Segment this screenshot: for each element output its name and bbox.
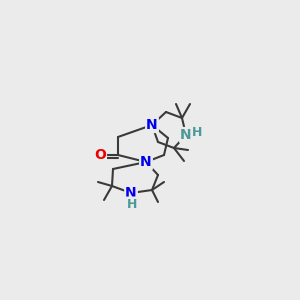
Text: O: O <box>94 148 106 162</box>
Text: N: N <box>125 186 137 200</box>
Text: H: H <box>192 125 202 139</box>
Text: N: N <box>140 155 152 169</box>
Text: N: N <box>146 118 158 132</box>
Text: N: N <box>180 128 192 142</box>
Text: H: H <box>127 197 137 211</box>
